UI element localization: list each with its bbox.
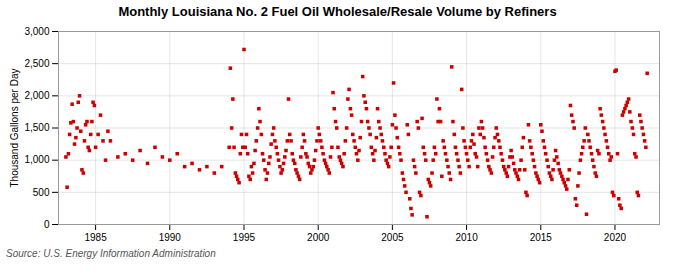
svg-text:1990: 1990 — [159, 232, 182, 243]
svg-text:1,000: 1,000 — [24, 154, 49, 165]
svg-text:2005: 2005 — [381, 232, 404, 243]
svg-text:2000: 2000 — [307, 232, 330, 243]
svg-text:2015: 2015 — [530, 232, 553, 243]
svg-text:1995: 1995 — [233, 232, 256, 243]
svg-text:0: 0 — [44, 219, 50, 230]
svg-text:2020: 2020 — [604, 232, 627, 243]
svg-text:2,500: 2,500 — [24, 58, 49, 69]
svg-text:2010: 2010 — [455, 232, 478, 243]
svg-text:Thousand Gallons per Day: Thousand Gallons per Day — [9, 69, 20, 188]
html-text:Monthly Louisiana No. 2 Fuel O: Monthly Louisiana No. 2 Fuel Oil Wholesa… — [118, 4, 557, 19]
html-text:Source: U.S. Energy Informatio: Source: U.S. Energy Information Administ… — [6, 248, 216, 259]
svg-text:3,000: 3,000 — [24, 26, 49, 37]
svg-text:500: 500 — [33, 187, 50, 198]
svg-text:1985: 1985 — [84, 232, 107, 243]
svg-text:2,000: 2,000 — [24, 90, 49, 101]
svg-text:1,500: 1,500 — [24, 122, 49, 133]
